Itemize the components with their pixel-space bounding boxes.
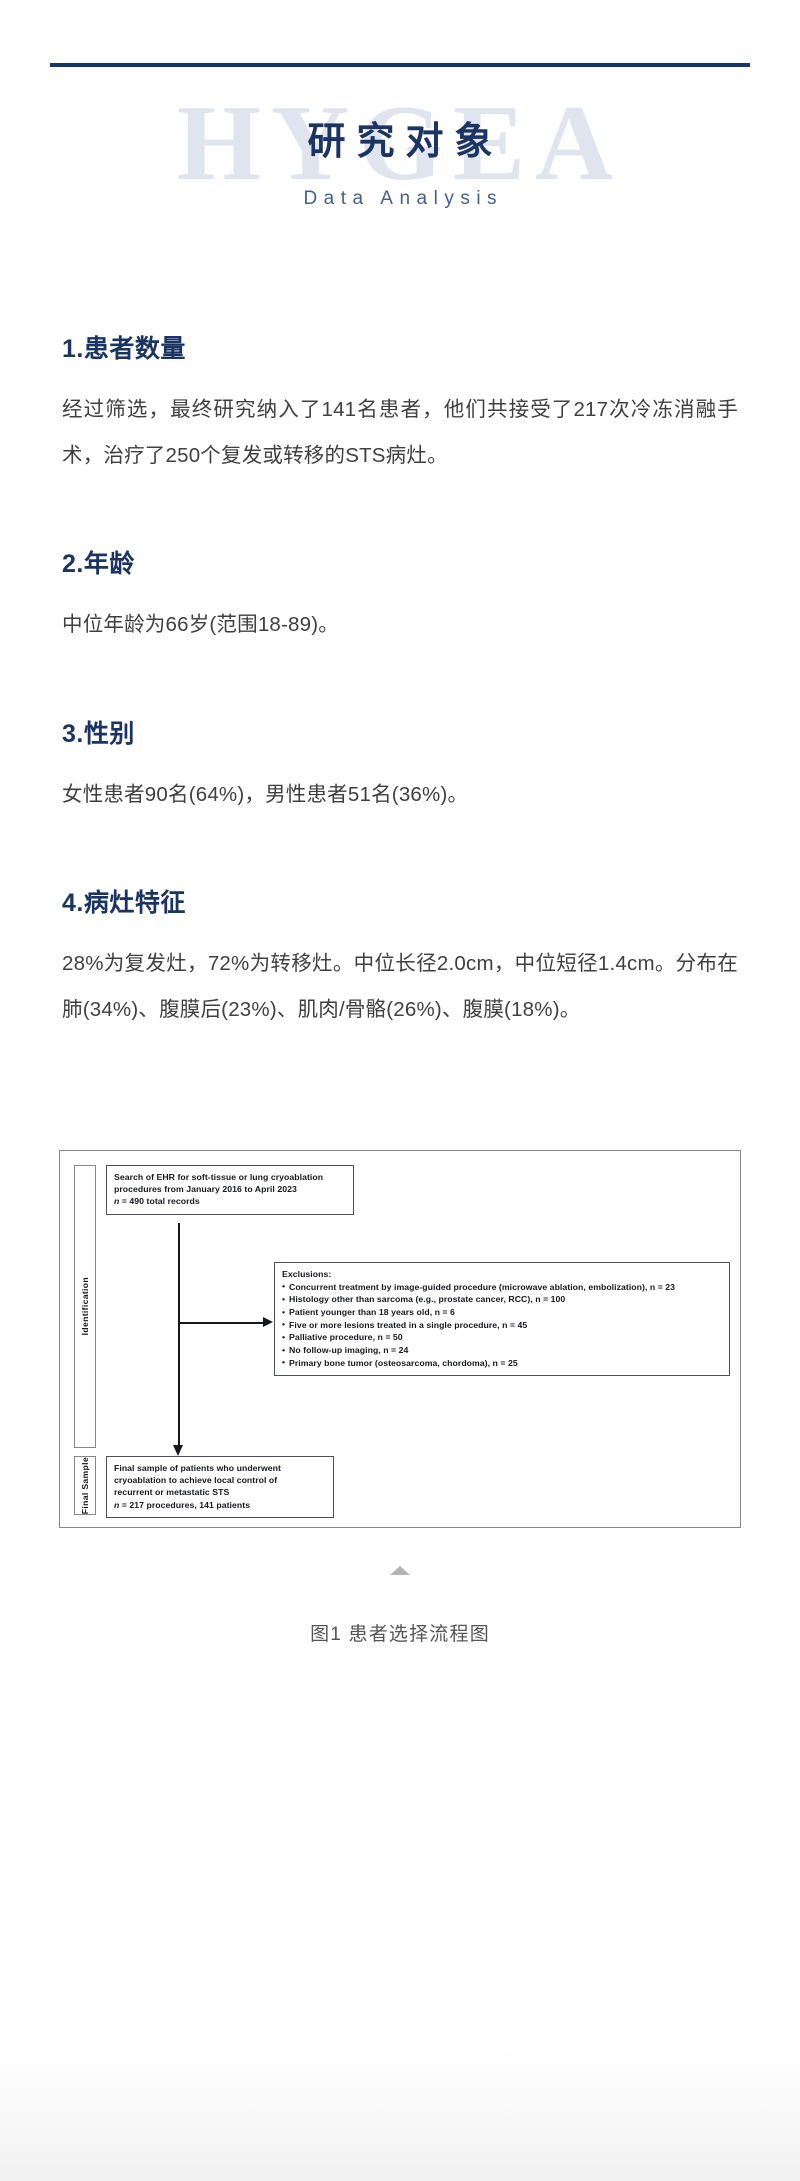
- exclusion-item: Five or more lesions treated in a single…: [282, 1318, 722, 1331]
- arrow-down-icon: [172, 1445, 183, 1456]
- content-body: 1.患者数量 经过筛选，最终研究纳入了141名患者，他们共接受了217次冷冻消融…: [0, 329, 800, 1032]
- phase-label-final-sample: Final Sample: [74, 1456, 96, 1515]
- section-heading: 3.性别: [62, 719, 135, 748]
- watermark-text: HYGEA: [176, 84, 624, 203]
- exclusion-item: Primary bone tumor (osteosarcoma, chordo…: [282, 1356, 722, 1369]
- arrow-right-icon: [263, 1317, 273, 1327]
- caret-up-icon: [390, 1566, 410, 1575]
- flow-box-final-line2: cryoablation to achieve local control of: [114, 1475, 278, 1486]
- header-top-rule: [50, 63, 750, 67]
- phase-label-identification-text: Identification: [80, 1277, 90, 1336]
- flow-box-search-line1: Search of EHR for soft-tissue or lung cr…: [114, 1172, 324, 1182]
- connector-vertical: [178, 1223, 180, 1451]
- section-paragraph: 28%为复发灶，72%为转移灶。中位长径2.0cm，中位短径1.4cm。分布在肺…: [62, 952, 738, 1021]
- flow-box-search-count: = 490 total records: [119, 1196, 200, 1207]
- section-paragraph: 中位年龄为66岁(范围18-89)。: [62, 613, 339, 636]
- flow-box-final-line3: recurrent or metastatic STS: [114, 1487, 230, 1498]
- section-heading: 1.患者数量: [62, 335, 186, 363]
- flow-box-search-line3: n = 490 total records: [114, 1195, 346, 1207]
- flow-box-search: Search of EHR for soft-tissue or lung cr…: [106, 1165, 354, 1215]
- n-italic: n: [114, 1196, 120, 1207]
- section-age: 2.年龄 中位年龄为66岁(范围18-89)。: [62, 544, 738, 648]
- figure-container: Identification Final Sample Search of EH…: [0, 1150, 800, 1528]
- section-lesion-features: 4.病灶特征 28%为复发灶，72%为转移灶。中位长径2.0cm，中位短径1.4…: [62, 883, 738, 1032]
- bottom-gradient: [0, 2046, 800, 2181]
- phase-label-identification: Identification: [74, 1165, 96, 1448]
- connector-horizontal: [178, 1322, 266, 1324]
- section-paragraph: 女性患者90名(64%)，男性患者51名(36%)。: [62, 782, 469, 806]
- section-paragraph: 经过筛选，最终研究纳入了141名患者，他们共接受了217次冷冻消融手术，治疗了2…: [62, 398, 738, 467]
- exclusion-list: Concurrent treatment by image-guided pro…: [282, 1280, 722, 1369]
- section-gender: 3.性别 女性患者90名(64%)，男性患者51名(36%)。: [62, 714, 738, 818]
- page-subtitle: Data Analysis: [303, 187, 504, 209]
- page-title: 研究对象: [307, 121, 504, 163]
- exclusion-item: Histology other than sarcoma (e.g., pros…: [282, 1293, 722, 1305]
- phase-label-final-sample-text: Final Sample: [80, 1456, 90, 1515]
- n-italic: n: [114, 1499, 120, 1510]
- flow-box-final-line4: n = 217 procedures, 141 patients: [114, 1499, 326, 1511]
- flow-box-exclusions: Exclusions: Concurrent treatment by imag…: [274, 1262, 730, 1376]
- flow-box-exclusions-title: Exclusions:: [282, 1269, 332, 1279]
- flow-box-final-count: = 217 procedures, 141 patients: [119, 1499, 251, 1510]
- exclusion-item: Concurrent treatment by image-guided pro…: [282, 1280, 722, 1293]
- title-zone: HYGEA 研究对象 Data Analysis: [0, 88, 800, 233]
- exclusion-item: No follow-up imaging, n = 24: [282, 1344, 722, 1356]
- flow-box-final-line1: Final sample of patients who underwent: [114, 1463, 281, 1473]
- section-heading: 2.年龄: [62, 550, 135, 578]
- page-header: HYGEA 研究对象 Data Analysis: [0, 0, 800, 233]
- exclusion-item: Patient younger than 18 years old, n = 6: [282, 1306, 722, 1318]
- section-patient-count: 1.患者数量 经过筛选，最终研究纳入了141名患者，他们共接受了217次冷冻消融…: [62, 329, 738, 478]
- figure-caption: 图1 患者选择流程图: [310, 1624, 490, 1645]
- flow-box-final-sample: Final sample of patients who underwent c…: [106, 1456, 334, 1518]
- flow-box-search-line2: procedures from January 2016 to April 20…: [114, 1184, 297, 1195]
- caption-zone: 图1 患者选择流程图: [0, 1566, 800, 1646]
- exclusion-item: Palliative procedure, n = 50: [282, 1331, 722, 1343]
- section-heading: 4.病灶特征: [62, 889, 186, 917]
- patient-selection-flowchart: Identification Final Sample Search of EH…: [59, 1150, 741, 1528]
